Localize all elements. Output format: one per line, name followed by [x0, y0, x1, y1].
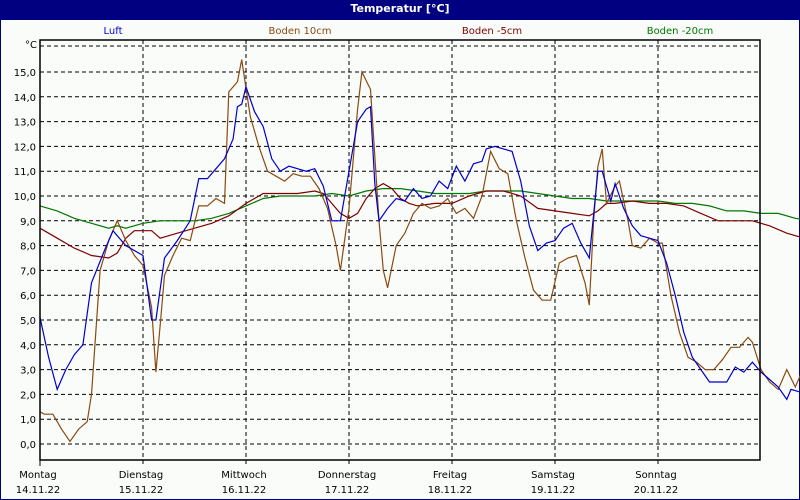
y-tick-label: 13,0: [14, 118, 36, 129]
y-tick-label: 3,0: [20, 366, 36, 377]
y-tick-label: 10,0: [14, 192, 36, 203]
x-tick-day: Freitag: [433, 470, 467, 481]
y-tick-label: 4,0: [20, 341, 36, 352]
x-axis-ticks: Montag 14.11.22 Dienstag 15.11.22 Mittwoch 16…: [16, 470, 679, 496]
y-tick-label: 7,0: [20, 266, 36, 277]
y-tick-label: 11,0: [14, 167, 36, 178]
x-tick-date: 20.11.22: [634, 485, 679, 496]
y-axis-unit: °C: [25, 40, 37, 51]
legend-item: Luft: [104, 26, 123, 37]
y-tick-label: 0,0: [20, 440, 36, 451]
legend-item: Boden -5cm: [462, 26, 522, 37]
legend-item: Boden 10cm: [269, 26, 332, 37]
x-tick-day: Donnerstag: [318, 470, 376, 481]
x-tick-date: 17.11.22: [325, 485, 370, 496]
chart-title: Temperatur [°C]: [0, 0, 800, 20]
x-tick-date: 18.11.22: [428, 485, 473, 496]
y-tick-label: 2,0: [20, 390, 36, 401]
y-tick-label: 15,0: [14, 68, 36, 79]
x-tick-date: 15.11.22: [119, 485, 164, 496]
x-tick-date: 19.11.22: [531, 485, 576, 496]
x-tick-date: 14.11.22: [16, 485, 61, 496]
grid: [39, 40, 760, 466]
x-tick-day: Sonntag: [635, 470, 677, 481]
legend-item: Boden -20cm: [647, 26, 714, 37]
x-tick-date: 16.11.22: [222, 485, 267, 496]
series-line: [39, 59, 800, 443]
legend: Luft Boden 10cm Boden -5cm Boden -20cm: [104, 26, 714, 37]
series-line: [39, 188, 800, 229]
series-lines: [39, 59, 800, 443]
x-tick-day: Montag: [19, 470, 56, 481]
x-tick-day: Samstag: [531, 470, 575, 481]
y-tick-label: 8,0: [20, 242, 36, 253]
y-tick-label: 5,0: [20, 316, 36, 327]
y-tick-label: 9,0: [20, 217, 36, 228]
series-line: [39, 84, 800, 401]
y-tick-label: 1,0: [20, 415, 36, 426]
series-line: [39, 182, 800, 259]
plot-frame: [39, 39, 761, 461]
x-tick-day: Dienstag: [119, 470, 164, 481]
y-axis-ticks: 0,0 1,0 2,0 3,0 4,0 5,0 6,0 7,0 8,0 9,0 10,0 11,0 12…: [14, 68, 36, 451]
y-tick-label: 14,0: [14, 93, 36, 104]
x-tick-day: Mittwoch: [221, 470, 266, 481]
y-tick-label: 6,0: [20, 291, 36, 302]
y-tick-label: 12,0: [14, 142, 36, 153]
